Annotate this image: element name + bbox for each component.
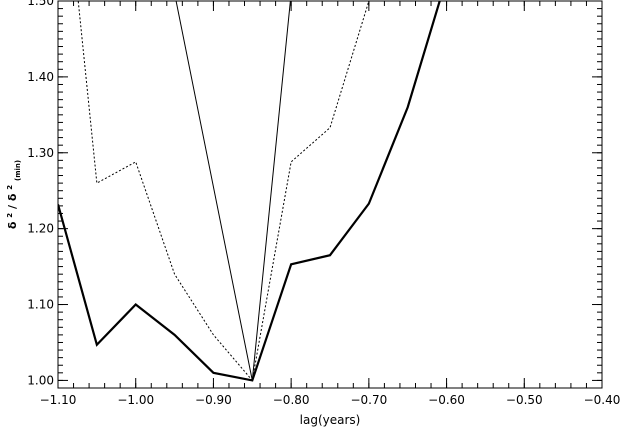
x-tick-label: −0.70 xyxy=(350,393,387,407)
y-tick-label: 1.30 xyxy=(27,146,54,160)
x-tick-label: −0.60 xyxy=(428,393,465,407)
series-line-dotted xyxy=(77,1,370,382)
x-tick-label: −1.10 xyxy=(40,393,77,407)
y-tick-label: 1.10 xyxy=(27,298,54,312)
plot-frame xyxy=(57,0,603,389)
series-group xyxy=(58,1,441,382)
x-tick-label: −0.80 xyxy=(273,393,310,407)
x-tick-label: −0.50 xyxy=(506,393,543,407)
series-line-thin xyxy=(175,1,291,381)
x-axis-label: lag(years) xyxy=(300,413,361,427)
y-tick-label: 1.40 xyxy=(27,70,54,84)
y-axis-label: δ 2 / δ 2 (min) xyxy=(6,160,22,229)
labels: lag(years) δ 2 / δ 2 (min) xyxy=(6,160,360,427)
y-label-numerator: δ xyxy=(6,221,19,229)
y-label-denominator-sup: 2 xyxy=(6,185,14,190)
x-tick-label: −0.90 xyxy=(195,393,232,407)
x-tick-label: −0.40 xyxy=(584,393,621,407)
y-tick-label: 1.00 xyxy=(27,373,54,387)
y-axis-label-text: δ 2 / δ 2 (min) xyxy=(6,160,22,229)
y-label-denominator: δ xyxy=(6,193,19,201)
x-tick-label: −1.00 xyxy=(117,393,154,407)
y-label-slash: / xyxy=(6,204,19,209)
y-tick-label: 1.50 xyxy=(27,0,54,8)
axes: −1.10 −1.00 −0.90 −0.80 −0.70 −0.60 −0.50 −0.40… xyxy=(27,0,620,407)
y-label-denominator-sub: (min) xyxy=(14,160,22,181)
y-tick-label: 1.20 xyxy=(27,222,54,236)
y-label-numerator-sup: 2 xyxy=(6,213,14,218)
series-line-thick xyxy=(58,1,441,382)
